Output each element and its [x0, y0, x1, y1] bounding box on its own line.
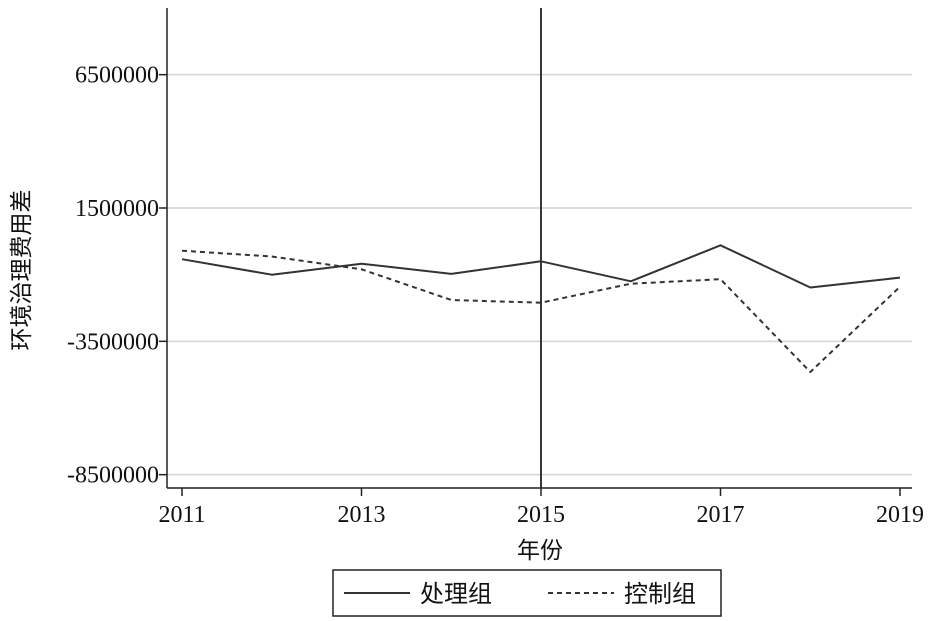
x-ticks: 2011 2013 2015 2017 2019: [158, 488, 924, 528]
legend-label-treatment: 处理组: [420, 580, 492, 608]
x-tick-label: 2017: [697, 502, 745, 528]
legend: 处理组 控制组: [332, 569, 722, 617]
x-tick-label: 2019: [876, 502, 924, 528]
y-ticks: -8500000 -3500000 1500000 6500000: [67, 63, 167, 489]
y-tick-label: -8500000: [67, 463, 159, 489]
legend-label-control: 控制组: [624, 580, 696, 608]
x-tick-label: 2013: [338, 502, 386, 528]
axes: [166, 8, 912, 489]
y-tick-label: 1500000: [75, 196, 159, 222]
y-axis-label: 环境治理费用差: [9, 190, 35, 351]
series-line-control: [181, 249, 901, 373]
y-tick-label: -3500000: [67, 329, 159, 355]
grid-lines: [167, 73, 912, 476]
series-line-treatment: [181, 244, 901, 289]
series-lines: [181, 244, 901, 373]
x-axis-label: 年份: [517, 538, 563, 564]
y-tick-label: 6500000: [75, 63, 159, 89]
x-tick-label: 2011: [158, 502, 205, 528]
x-tick-label: 2015: [517, 502, 565, 528]
